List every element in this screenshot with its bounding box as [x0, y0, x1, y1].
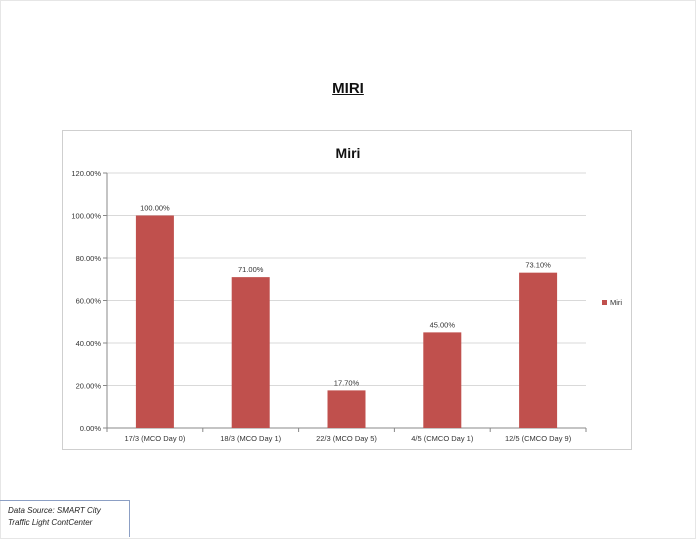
gridlines [103, 172, 587, 432]
y-tick-label: 20.00% [76, 382, 102, 391]
x-tick-label: 12/5 (CMCO Day 9) [505, 434, 572, 443]
data-label: 100.00% [140, 204, 170, 213]
y-tick-label: 80.00% [76, 254, 102, 263]
y-tick-label: 120.00% [71, 169, 101, 178]
legend: Miri [602, 298, 622, 307]
y-tick-label: 40.00% [76, 339, 102, 348]
chart-title: Miri [336, 145, 361, 161]
bar-chart: Miri 0.00% 20.00% 40.00% 60.00% 80.00% 100.00… [71, 145, 622, 443]
x-tick-label: 17/3 (MCO Day 0) [124, 434, 185, 443]
data-labels: 100.00% 71.00% 17.70% 45.00% 73.10% [140, 204, 551, 388]
data-label: 45.00% [430, 320, 456, 329]
bar [519, 272, 558, 428]
data-label: 73.10% [525, 261, 551, 270]
data-label: 71.00% [238, 265, 264, 274]
bars [135, 215, 558, 428]
x-tick-label: 18/3 (MCO Day 1) [220, 434, 281, 443]
bar [231, 277, 270, 428]
y-tick-label: 0.00% [80, 424, 102, 433]
x-axis-ticks: 17/3 (MCO Day 0) 18/3 (MCO Day 1) 22/3 (MC… [124, 434, 571, 443]
x-tick-label: 22/3 (MCO Day 5) [316, 434, 377, 443]
y-axis-ticks: 0.00% 20.00% 40.00% 60.00% 80.00% 100.00% 120.… [71, 169, 101, 433]
chart-frame: Miri 0.00% 20.00% 40.00% 60.00% 80.00% 100.00… [62, 130, 632, 450]
y-tick-label: 100.00% [71, 212, 101, 221]
data-source-line-2: Traffic Light ContCenter [8, 518, 93, 527]
legend-label: Miri [610, 298, 622, 307]
x-tick-label: 4/5 (CMCO Day 1) [411, 434, 474, 443]
data-label: 17.70% [334, 378, 360, 387]
data-source-line-1: Data Source: SMART City [8, 506, 101, 515]
page-title: MIRI [332, 80, 364, 97]
bar [135, 215, 174, 428]
legend-swatch [602, 300, 607, 305]
y-tick-label: 60.00% [76, 297, 102, 306]
data-source-note: Data Source: SMART City Traffic Light Co… [0, 500, 130, 537]
bar [423, 332, 462, 428]
bar [327, 390, 366, 428]
